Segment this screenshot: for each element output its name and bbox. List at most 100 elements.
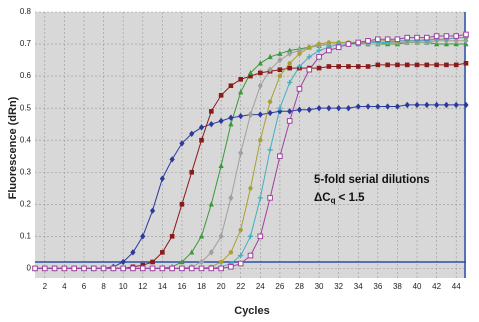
marker — [257, 233, 264, 240]
marker — [453, 33, 460, 39]
marker — [296, 86, 303, 92]
marker — [257, 111, 263, 118]
marker — [228, 83, 234, 89]
marker — [267, 53, 273, 60]
marker — [248, 186, 253, 191]
marker — [81, 265, 87, 272]
marker — [336, 104, 342, 112]
x-tick-label: 6 — [82, 282, 87, 291]
y-axis-label: Fluorescence (dRn) — [7, 96, 19, 199]
marker — [257, 60, 263, 66]
marker — [247, 69, 254, 76]
marker — [414, 101, 420, 109]
y-tick-label: 0.8 — [20, 7, 32, 16]
marker — [346, 64, 351, 69]
marker — [238, 227, 243, 233]
marker — [228, 121, 234, 127]
marker — [257, 82, 263, 89]
y-tick-label: 0.1 — [20, 231, 32, 240]
marker — [287, 47, 293, 53]
marker — [287, 79, 293, 86]
marker — [277, 50, 283, 56]
marker — [179, 201, 185, 207]
marker — [365, 38, 371, 44]
marker — [228, 194, 234, 202]
marker — [257, 195, 263, 201]
marker — [267, 147, 273, 153]
marker — [287, 65, 292, 71]
marker — [32, 265, 38, 272]
marker — [316, 41, 322, 47]
marker — [159, 265, 166, 272]
marker — [159, 175, 165, 182]
marker — [287, 50, 293, 57]
marker — [218, 259, 224, 265]
marker — [208, 249, 214, 256]
annotation-rest: < 1.5 — [335, 192, 365, 204]
marker — [453, 101, 459, 109]
x-tick-label: 14 — [158, 282, 167, 291]
marker — [258, 137, 263, 143]
plot-area — [35, 12, 466, 278]
marker — [238, 89, 244, 95]
marker — [355, 39, 362, 46]
y-tick-label: 0.3 — [20, 167, 32, 176]
marker — [414, 34, 420, 41]
x-tick-label: 30 — [315, 282, 324, 291]
marker — [277, 108, 283, 115]
marker — [306, 66, 313, 73]
marker — [198, 124, 205, 131]
marker — [394, 36, 401, 43]
marker — [316, 104, 322, 112]
marker — [160, 250, 165, 255]
marker — [228, 263, 234, 270]
marker — [218, 233, 224, 240]
marker — [395, 62, 400, 68]
annotation-subscript: q — [331, 196, 336, 205]
marker — [198, 265, 205, 272]
marker — [286, 118, 293, 124]
marker — [179, 265, 185, 272]
x-tick-label: 24 — [256, 282, 265, 291]
annotation-symbol: ΔC — [314, 192, 331, 204]
marker — [228, 114, 234, 121]
marker — [444, 62, 449, 68]
y-tick-label: 0.7 — [20, 39, 32, 48]
marker — [375, 103, 381, 110]
marker — [218, 93, 224, 98]
marker — [345, 104, 352, 112]
marker — [296, 106, 303, 113]
marker — [110, 265, 117, 272]
marker — [130, 249, 136, 256]
marker — [149, 265, 156, 272]
marker — [179, 140, 185, 147]
y-tick-label: 0 — [27, 263, 32, 272]
y-tick-label: 0.2 — [20, 199, 32, 208]
annotation: ΔCq < 1.5 — [314, 192, 365, 205]
x-tick-label: 32 — [334, 282, 343, 291]
marker — [199, 137, 204, 143]
marker — [228, 250, 234, 255]
marker — [394, 103, 401, 110]
annotation: 5-fold serial dilutions — [314, 174, 430, 186]
marker — [277, 105, 283, 111]
marker — [179, 258, 185, 265]
marker — [100, 265, 107, 272]
marker — [414, 62, 420, 68]
marker — [237, 260, 244, 267]
marker — [365, 64, 371, 69]
marker — [296, 63, 303, 70]
marker — [238, 112, 244, 120]
x-tick-label: 34 — [354, 282, 363, 291]
marker — [247, 252, 254, 259]
marker — [208, 265, 215, 272]
x-tick-label: 16 — [177, 282, 186, 291]
x-tick-label: 8 — [101, 282, 106, 291]
marker — [277, 73, 283, 79]
y-tick-label: 0.4 — [20, 135, 32, 144]
marker — [316, 47, 322, 54]
marker — [257, 70, 263, 76]
marker — [61, 265, 68, 272]
marker — [336, 64, 341, 69]
